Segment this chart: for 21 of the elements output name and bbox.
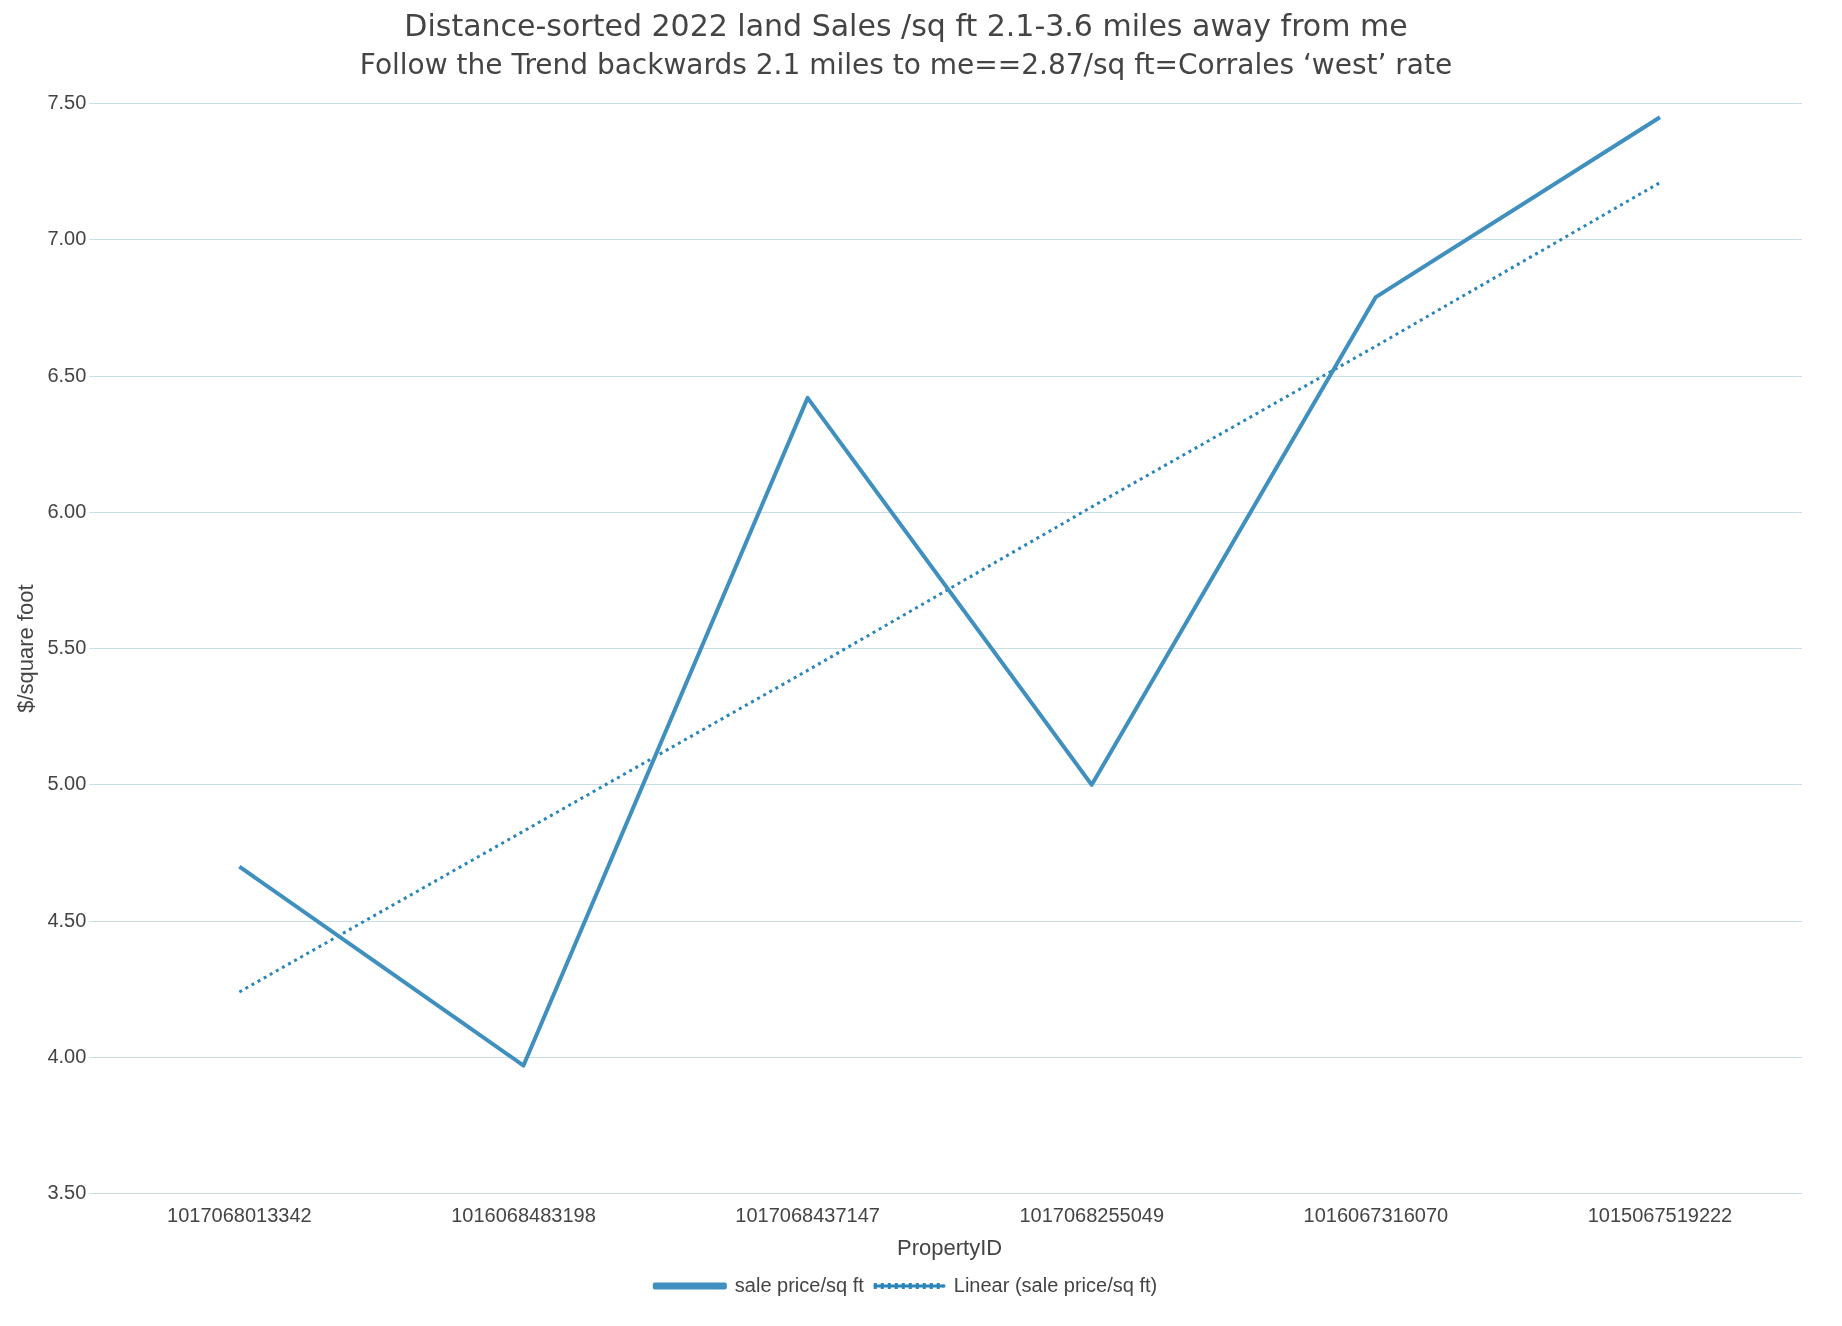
- chart-title: Distance-sorted 2022 land Sales /sq ft 2.1-3.6 miles away from me: [404, 7, 1408, 43]
- y-axis-title: $/square foot: [13, 584, 39, 713]
- y-tick-label: 4.00: [47, 1044, 87, 1067]
- y-tick-label: 5.00: [47, 772, 87, 795]
- y-tick-label: 5.50: [47, 636, 87, 659]
- y-tick-label: 3.50: [47, 1181, 87, 1204]
- legend-label: Linear (sale price/sq ft): [953, 1273, 1158, 1296]
- x-tick-label: 1015067519222: [1587, 1204, 1733, 1227]
- y-tick-label: 7.50: [47, 91, 87, 114]
- x-tick-label: 1016067316070: [1303, 1204, 1449, 1227]
- x-tick-label: 1017068013342: [167, 1204, 312, 1227]
- chart-subtitle: Follow the Trend backwards 2.1 miles to me==2.87/sq ft=Corrales ‘west’ rate: [359, 48, 1453, 82]
- y-tick-label: 6.50: [47, 363, 87, 386]
- y-tick-label: 4.50: [47, 908, 87, 931]
- x-axis-title: PropertyID: [897, 1234, 1003, 1260]
- x-tick-label: 1017068437147: [735, 1204, 880, 1227]
- legend-label: sale price/sq ft: [734, 1273, 865, 1296]
- y-tick-label: 7.00: [47, 227, 87, 250]
- x-tick-label: 1016068483198: [451, 1204, 596, 1227]
- y-tick-label: 6.00: [47, 499, 87, 522]
- x-tick-label: 1017068255049: [1019, 1204, 1165, 1227]
